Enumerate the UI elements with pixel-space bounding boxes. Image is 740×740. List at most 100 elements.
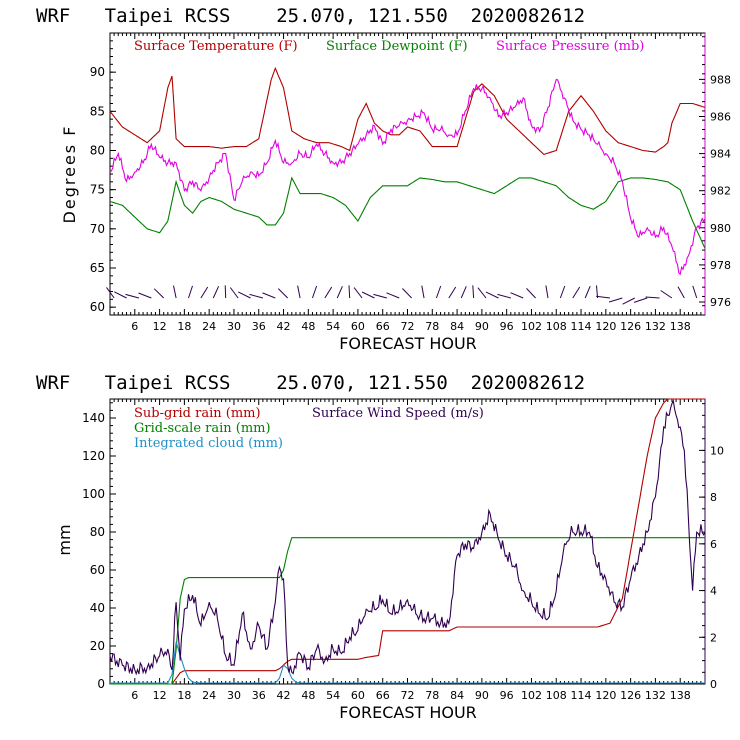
y-tick-label: 40 — [90, 601, 105, 615]
wind-barb — [692, 285, 698, 299]
y2-tick-label: 0 — [710, 678, 717, 691]
x-tick-label: 6 — [131, 320, 138, 333]
wind-barb — [497, 293, 511, 299]
y2-tick-label: 988 — [710, 73, 731, 86]
legend-sub-grid-rain: Sub-grid rain (mm) — [134, 406, 261, 421]
x-tick-label: 138 — [670, 320, 691, 333]
wind-barb — [114, 291, 127, 299]
x-tick-label: 120 — [595, 320, 616, 333]
x-tick-label: 66 — [376, 320, 390, 333]
x-tick-label: 24 — [202, 689, 216, 702]
x-tick-label: 6 — [131, 689, 138, 702]
legend-surface-pressure: Surface Pressure (mb) — [496, 39, 644, 54]
wind-barb — [188, 285, 193, 299]
x-tick-label: 30 — [227, 689, 241, 702]
bottom-series-group — [109, 398, 706, 685]
wind-barb — [460, 286, 467, 299]
top-y-ticks: 60 65 70 75 80 85 90 — [90, 32, 116, 316]
x-tick-label: 114 — [571, 320, 592, 333]
y2-tick-label: 982 — [710, 185, 731, 198]
wind-barb — [106, 287, 115, 299]
series-line-sub-grid-rain — [110, 398, 705, 685]
x-tick-label: 78 — [425, 689, 439, 702]
wind-barb — [622, 297, 635, 305]
x-tick-label: 72 — [401, 689, 415, 702]
wind-barb — [645, 296, 660, 299]
y2-tick-label: 8 — [710, 491, 717, 504]
wind-barbs — [106, 285, 698, 305]
wind-barb — [472, 285, 475, 299]
x-tick-label: 24 — [202, 320, 216, 333]
y-tick-label: 60 — [90, 563, 105, 577]
wind-barb — [212, 286, 220, 299]
x-tick-label: 132 — [645, 689, 666, 702]
x-tick-label: 78 — [425, 320, 439, 333]
y2-tick-label: 980 — [710, 222, 731, 235]
x-tick-label: 108 — [546, 320, 567, 333]
x-tick-label: 90 — [475, 320, 489, 333]
wind-barb — [324, 286, 333, 299]
wind-barb — [336, 286, 343, 299]
y-tick-label: 80 — [90, 525, 105, 539]
top-plot-frame — [109, 32, 706, 316]
bottom-x-axis-label: FORECAST HOUR — [339, 703, 477, 722]
x-tick-label: 84 — [450, 689, 464, 702]
top-series-group — [109, 66, 706, 276]
wind-barb — [608, 297, 623, 303]
y2-tick-label: 10 — [710, 444, 724, 457]
top-y2-ticks: 976 978 980 982 984 986 988 — [699, 36, 731, 316]
legend-surface-wind-speed: Surface Wind Speed (m/s) — [312, 406, 484, 421]
series-line-surface-pressure — [109, 78, 706, 276]
wind-barb — [510, 292, 524, 299]
wind-barb — [559, 285, 566, 299]
wind-barb — [584, 286, 591, 299]
legend-surface-dewpoint: Surface Dewpoint (F) — [326, 39, 468, 54]
top-y-axis-label: Degrees F — [60, 125, 79, 224]
legend-surface-temperature: Surface Temperature (F) — [134, 39, 298, 54]
x-tick-label: 18 — [177, 689, 191, 702]
wind-barb — [297, 285, 301, 299]
y-tick-label: 70 — [90, 222, 105, 236]
wind-barb — [237, 291, 251, 299]
wind-barb — [448, 286, 457, 299]
wind-barb — [229, 287, 239, 299]
legend-integrated-cloud: Integrated cloud (mm) — [134, 436, 283, 451]
x-tick-label: 54 — [326, 320, 340, 333]
x-tick-label: 48 — [301, 689, 315, 702]
y2-tick-label: 976 — [710, 296, 731, 309]
wind-barb — [138, 292, 152, 299]
y2-tick-label: 986 — [710, 110, 731, 123]
wind-barb — [348, 285, 351, 299]
x-tick-label: 12 — [153, 689, 167, 702]
x-tick-label: 96 — [500, 689, 514, 702]
y-tick-label: 80 — [90, 144, 105, 158]
bottom-y-axis-label: mm — [55, 524, 74, 555]
x-tick-label: 84 — [450, 320, 464, 333]
wind-barb — [153, 288, 165, 299]
y2-tick-label: 978 — [710, 259, 731, 272]
wind-barb — [596, 295, 611, 299]
x-tick-label: 102 — [521, 320, 542, 333]
top-x-ticks: 6 12 18 24 30 36 42 48 54 60 66 72 78 84 90 96 102 108 114… — [113, 33, 702, 333]
wind-barb — [572, 286, 581, 299]
series-line-surface-dewpoint — [109, 176, 706, 249]
x-tick-label: 120 — [595, 689, 616, 702]
top-panel: WRF Taipei RCSS 25.070, 121.550 20200826… — [36, 5, 731, 353]
legend-grid-scale-rain: Grid-scale rain (mm) — [134, 421, 271, 436]
x-tick-label: 72 — [401, 320, 415, 333]
x-tick-label: 60 — [351, 689, 365, 702]
y-tick-label: 60 — [90, 300, 105, 314]
wind-barb — [361, 291, 375, 299]
y-tick-label: 65 — [90, 261, 105, 275]
x-tick-label: 12 — [153, 320, 167, 333]
wind-barb — [200, 286, 209, 299]
x-tick-label: 60 — [351, 320, 365, 333]
bottom-chart-title: WRF Taipei RCSS 25.070, 121.550 20200826… — [36, 372, 585, 394]
x-tick-label: 102 — [521, 689, 542, 702]
x-tick-label: 48 — [301, 320, 315, 333]
y-tick-label: 120 — [82, 449, 105, 463]
wind-barb — [545, 285, 549, 299]
x-tick-label: 108 — [546, 689, 567, 702]
wind-barb — [386, 292, 400, 299]
